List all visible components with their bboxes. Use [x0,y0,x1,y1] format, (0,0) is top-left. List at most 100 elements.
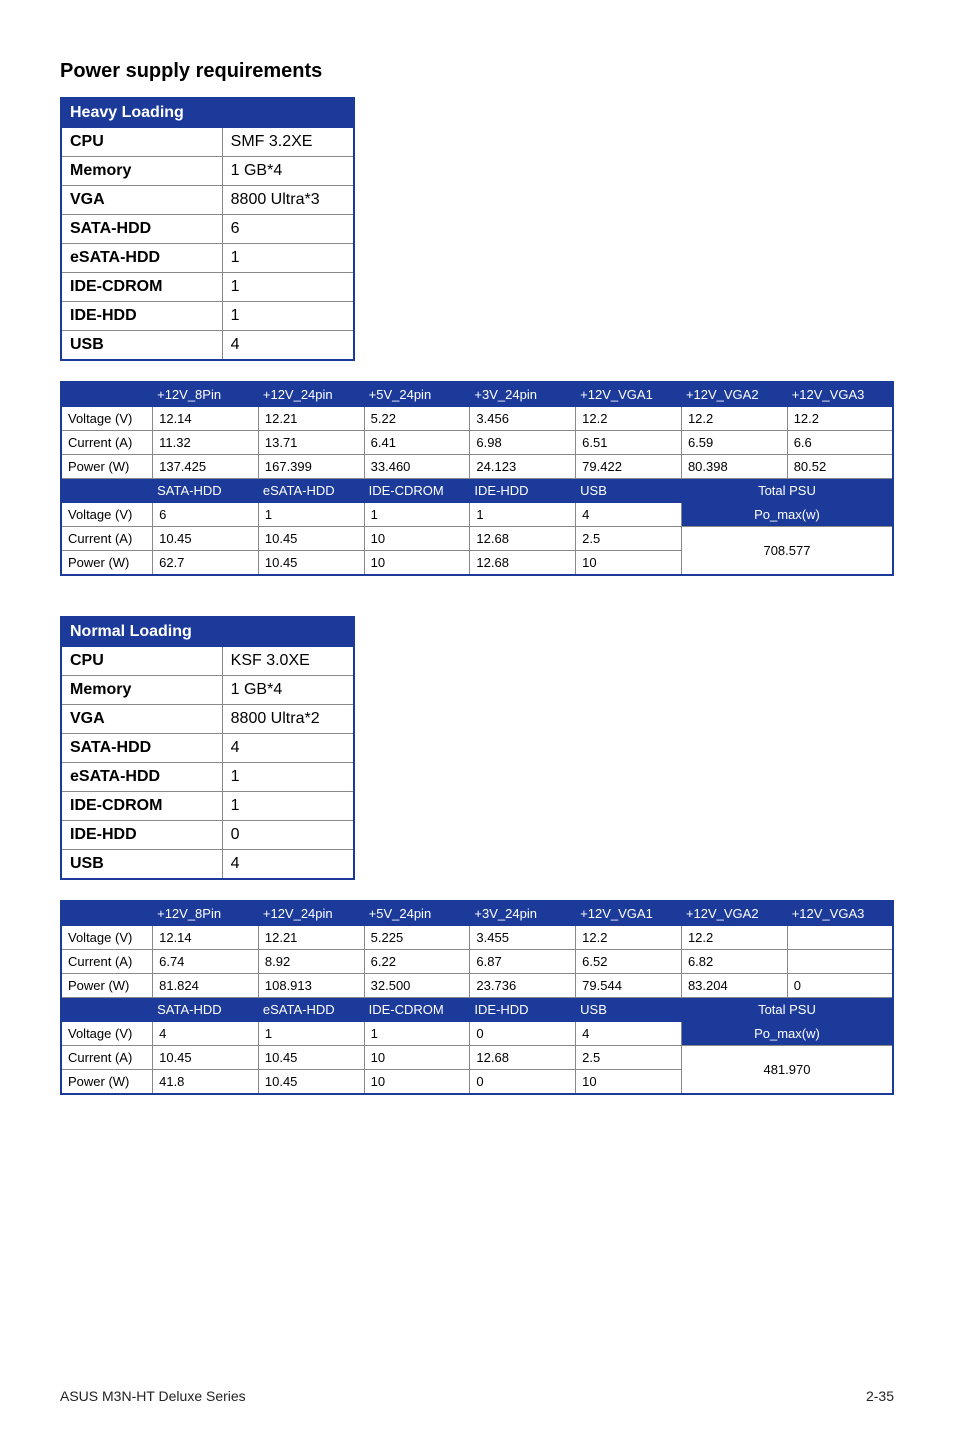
normal-spec-value: 1 GB*4 [222,676,354,705]
column-header: Total PSU [681,479,893,503]
data-cell: 10.45 [258,1070,364,1095]
column-header: +3V_24pin [470,901,576,926]
data-cell: 1 [364,503,470,527]
column-header: +12V_VGA2 [681,382,787,407]
data-cell: 1 [258,503,364,527]
heavy-spec-key: USB [61,331,222,361]
heavy-spec-value: 1 GB*4 [222,157,354,186]
data-cell: 12.21 [258,926,364,950]
data-cell: 108.913 [258,974,364,998]
column-header: IDE-CDROM [364,479,470,503]
data-cell: 10.45 [258,551,364,576]
data-cell: 0 [787,974,893,998]
normal-spec-value: 8800 Ultra*2 [222,705,354,734]
heavy-spec-table: Heavy Loading CPUSMF 3.2XEMemory1 GB*4VG… [60,97,355,361]
data-cell: 6.6 [787,431,893,455]
column-header: +12V_8Pin [153,382,259,407]
data-cell: 83.204 [681,974,787,998]
heavy-spec-key: IDE-CDROM [61,273,222,302]
normal-spec-key: VGA [61,705,222,734]
po-max-value: 708.577 [681,527,893,576]
row-label: Voltage (V) [61,1022,153,1046]
data-cell: 12.14 [153,926,259,950]
heavy-spec-key: Memory [61,157,222,186]
data-cell: 11.32 [153,431,259,455]
normal-spec-value: 1 [222,792,354,821]
data-cell: 12.2 [576,407,682,431]
row-label: Voltage (V) [61,926,153,950]
footer-left: ASUS M3N-HT Deluxe Series [60,1388,246,1404]
data-cell: 62.7 [153,551,259,576]
column-header: IDE-CDROM [364,998,470,1022]
heavy-spec-value: SMF 3.2XE [222,128,354,157]
data-cell: 137.425 [153,455,259,479]
column-header: eSATA-HDD [258,998,364,1022]
data-cell: 1 [470,503,576,527]
column-header: +12V_VGA2 [681,901,787,926]
data-cell: 10 [364,527,470,551]
column-header [61,998,153,1022]
data-cell: 12.68 [470,1046,576,1070]
data-cell: 10 [576,551,682,576]
normal-spec-value: 4 [222,734,354,763]
data-cell: 8.92 [258,950,364,974]
data-cell: 2.5 [576,527,682,551]
row-label: Current (A) [61,1046,153,1070]
heavy-spec-value: 6 [222,215,354,244]
po-max-value: 481.970 [681,1046,893,1095]
data-cell: 10.45 [153,1046,259,1070]
normal-spec-table: Normal Loading CPUKSF 3.0XEMemory1 GB*4V… [60,616,355,880]
po-max-label: Po_max(w) [681,1022,893,1046]
heavy-spec-value: 1 [222,273,354,302]
row-label: Power (W) [61,974,153,998]
normal-spec-key: IDE-HDD [61,821,222,850]
heavy-spec-value: 1 [222,244,354,273]
data-cell: 6.87 [470,950,576,974]
data-cell: 24.123 [470,455,576,479]
data-cell: 6 [153,503,259,527]
data-cell: 3.456 [470,407,576,431]
normal-loading-header: Normal Loading [61,617,354,647]
page: Power supply requirements Heavy Loading … [0,0,954,1438]
data-cell: 2.5 [576,1046,682,1070]
data-cell: 10 [364,551,470,576]
data-cell: 167.399 [258,455,364,479]
column-header: IDE-HDD [470,479,576,503]
data-cell: 1 [364,1022,470,1046]
data-cell: 32.500 [364,974,470,998]
column-header: SATA-HDD [153,479,259,503]
data-cell: 4 [576,503,682,527]
data-cell: 6.22 [364,950,470,974]
heavy-spec-value: 8800 Ultra*3 [222,186,354,215]
data-cell: 5.22 [364,407,470,431]
normal-spec-value: 1 [222,763,354,792]
row-label: Current (A) [61,950,153,974]
normal-data-table: +12V_8Pin+12V_24pin+5V_24pin+3V_24pin+12… [60,900,894,1095]
data-cell: 6.41 [364,431,470,455]
column-header: eSATA-HDD [258,479,364,503]
column-header: IDE-HDD [470,998,576,1022]
data-cell: 12.2 [681,407,787,431]
data-cell: 80.52 [787,455,893,479]
column-header: +5V_24pin [364,901,470,926]
data-cell: 23.736 [470,974,576,998]
footer-right: 2-35 [866,1388,894,1404]
heavy-data-table: +12V_8Pin+12V_24pin+5V_24pin+3V_24pin+12… [60,381,894,576]
data-cell: 5.225 [364,926,470,950]
column-header: +3V_24pin [470,382,576,407]
data-cell: 10.45 [258,527,364,551]
data-cell: 6.52 [576,950,682,974]
row-label: Voltage (V) [61,503,153,527]
normal-spec-key: Memory [61,676,222,705]
column-header: +12V_VGA3 [787,382,893,407]
column-header [61,901,153,926]
data-cell: 6.59 [681,431,787,455]
column-header [61,479,153,503]
column-header [61,382,153,407]
data-cell: 12.14 [153,407,259,431]
data-cell: 12.2 [576,926,682,950]
data-cell: 4 [576,1022,682,1046]
row-label: Power (W) [61,551,153,576]
data-cell: 6.82 [681,950,787,974]
normal-spec-key: CPU [61,647,222,676]
